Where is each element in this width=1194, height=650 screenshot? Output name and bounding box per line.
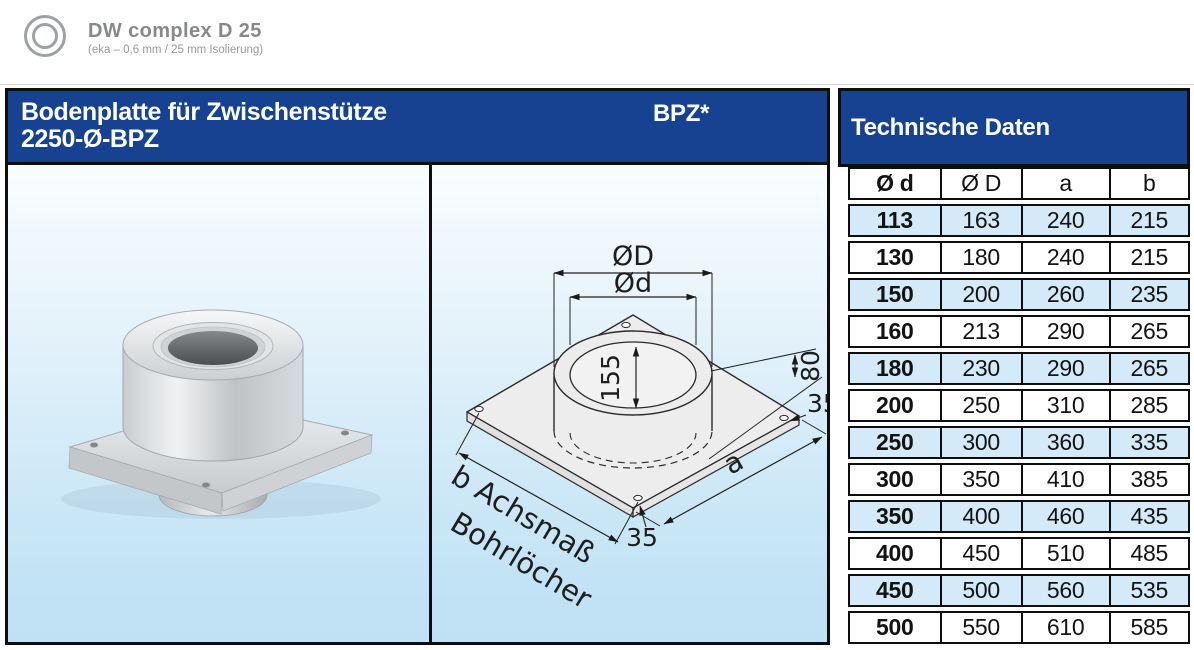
cell: 585 — [1108, 613, 1188, 642]
table-row: 300 350 410 385 — [848, 463, 1190, 496]
column-header-a: a — [1020, 169, 1109, 198]
product-title-line2: 2250-Ø-BPZ — [21, 125, 159, 153]
cell: 500 — [876, 614, 914, 640]
cell: 285 — [1108, 391, 1188, 420]
cell: 360 — [1020, 428, 1109, 457]
cell: 230 — [939, 354, 1021, 383]
brand-subtitle: (eka – 0,6 mm / 25 mm Isolierung) — [88, 44, 264, 56]
dim-35-right-label: 35 — [807, 389, 827, 418]
cell: 300 — [876, 466, 914, 492]
cell: 130 — [876, 244, 914, 270]
cell: 180 — [939, 243, 1021, 272]
dim-inner-diameter-label: Ød — [614, 268, 652, 299]
hole-top — [621, 321, 631, 329]
hole-bottom — [633, 494, 643, 502]
technical-drawing: ØD Ød 155 80 35 — [432, 165, 827, 642]
cell: 113 — [876, 207, 914, 233]
cell: 385 — [1108, 465, 1188, 494]
cell: 215 — [1108, 243, 1188, 272]
pipe-cross-section-icon — [22, 13, 68, 59]
cell: 335 — [1108, 428, 1188, 457]
cell: 500 — [939, 576, 1021, 605]
table-row: 200 250 310 285 — [848, 389, 1190, 422]
cell: 290 — [1020, 354, 1109, 383]
cell: 560 — [1020, 576, 1109, 605]
product-section: Bodenplatte für Zwischenstütze 2250-Ø-BP… — [5, 88, 830, 645]
table-row: 250 300 360 335 — [848, 426, 1190, 459]
hole-left — [474, 405, 484, 413]
product-code: BPZ* — [653, 100, 710, 127]
cell: 610 — [1020, 613, 1109, 642]
column-header-oD: Ø D — [939, 169, 1021, 198]
panel-divider — [429, 165, 432, 642]
cell: 435 — [1108, 502, 1188, 531]
cell: 163 — [939, 206, 1021, 235]
cell: 290 — [1020, 317, 1109, 346]
cell: 460 — [1020, 502, 1109, 531]
hole-right — [779, 414, 789, 422]
cell: 250 — [876, 429, 914, 455]
cell: 215 — [1108, 206, 1188, 235]
cell: 160 — [876, 318, 914, 344]
cell: 310 — [1020, 391, 1109, 420]
table-row: 350 400 460 435 — [848, 500, 1190, 533]
cell: 265 — [1108, 354, 1188, 383]
cell: 350 — [939, 465, 1021, 494]
cell: 400 — [939, 502, 1021, 531]
product-titlebar: Bodenplatte für Zwischenstütze 2250-Ø-BP… — [8, 91, 827, 165]
cell: 485 — [1108, 539, 1188, 568]
table-row: 500 550 610 585 — [848, 611, 1190, 644]
cell: 535 — [1108, 576, 1188, 605]
cell: 350 — [876, 503, 914, 529]
cell: 235 — [1108, 280, 1188, 309]
cell: 265 — [1108, 317, 1188, 346]
cell: 213 — [939, 317, 1021, 346]
cell: 450 — [876, 577, 914, 603]
brand-title: DW complex D 25 — [88, 20, 262, 42]
cell: 450 — [939, 539, 1021, 568]
dim-80-label: 80 — [796, 350, 825, 382]
header-divider — [0, 84, 1194, 85]
cell: 200 — [939, 280, 1021, 309]
table-row: 150 200 260 235 — [848, 278, 1190, 311]
table-row: 130 180 240 215 — [848, 241, 1190, 274]
cell: 250 — [939, 391, 1021, 420]
table-row: 450 500 560 535 — [848, 574, 1190, 607]
cylinder-inner — [569, 341, 697, 409]
table-row: 180 230 290 265 — [848, 352, 1190, 385]
pipe-bore — [168, 331, 258, 365]
column-header-od: Ø d — [876, 170, 914, 196]
cell: 180 — [876, 355, 914, 381]
brand-header: DW complex D 25 (eka – 0,6 mm / 25 mm Is… — [22, 13, 263, 59]
cell: 240 — [1020, 243, 1109, 272]
cell: 300 — [939, 428, 1021, 457]
cell: 240 — [1020, 206, 1109, 235]
cell: 260 — [1020, 280, 1109, 309]
table-row: 400 450 510 485 — [848, 537, 1190, 570]
dim-155-label: 155 — [596, 354, 625, 402]
column-header-b: b — [1108, 169, 1188, 198]
dim-35-bottom-label: 35 — [626, 523, 658, 552]
product-title: Bodenplatte für Zwischenstütze 2250-Ø-BP… — [8, 91, 827, 153]
table-header-row: Ø d Ø D a b — [848, 167, 1190, 200]
cell: 550 — [939, 613, 1021, 642]
table-row: 113 163 240 215 — [848, 204, 1190, 237]
cell: 150 — [876, 281, 914, 307]
tech-data-title: Technische Daten — [851, 113, 1050, 141]
table-row: 160 213 290 265 — [848, 315, 1190, 348]
product-title-line1: Bodenplatte für Zwischenstütze — [21, 98, 387, 126]
tech-data-table: Ø d Ø D a b 113 163 240 215 130 180 240 … — [848, 167, 1190, 644]
cell: 410 — [1020, 465, 1109, 494]
cell: 200 — [876, 392, 914, 418]
cell: 400 — [876, 540, 914, 566]
cell: 510 — [1020, 539, 1109, 568]
product-photo — [8, 165, 429, 642]
tech-data-titlebar: Technische Daten — [838, 88, 1190, 167]
dim-outer-diameter-label: ØD — [612, 241, 654, 272]
